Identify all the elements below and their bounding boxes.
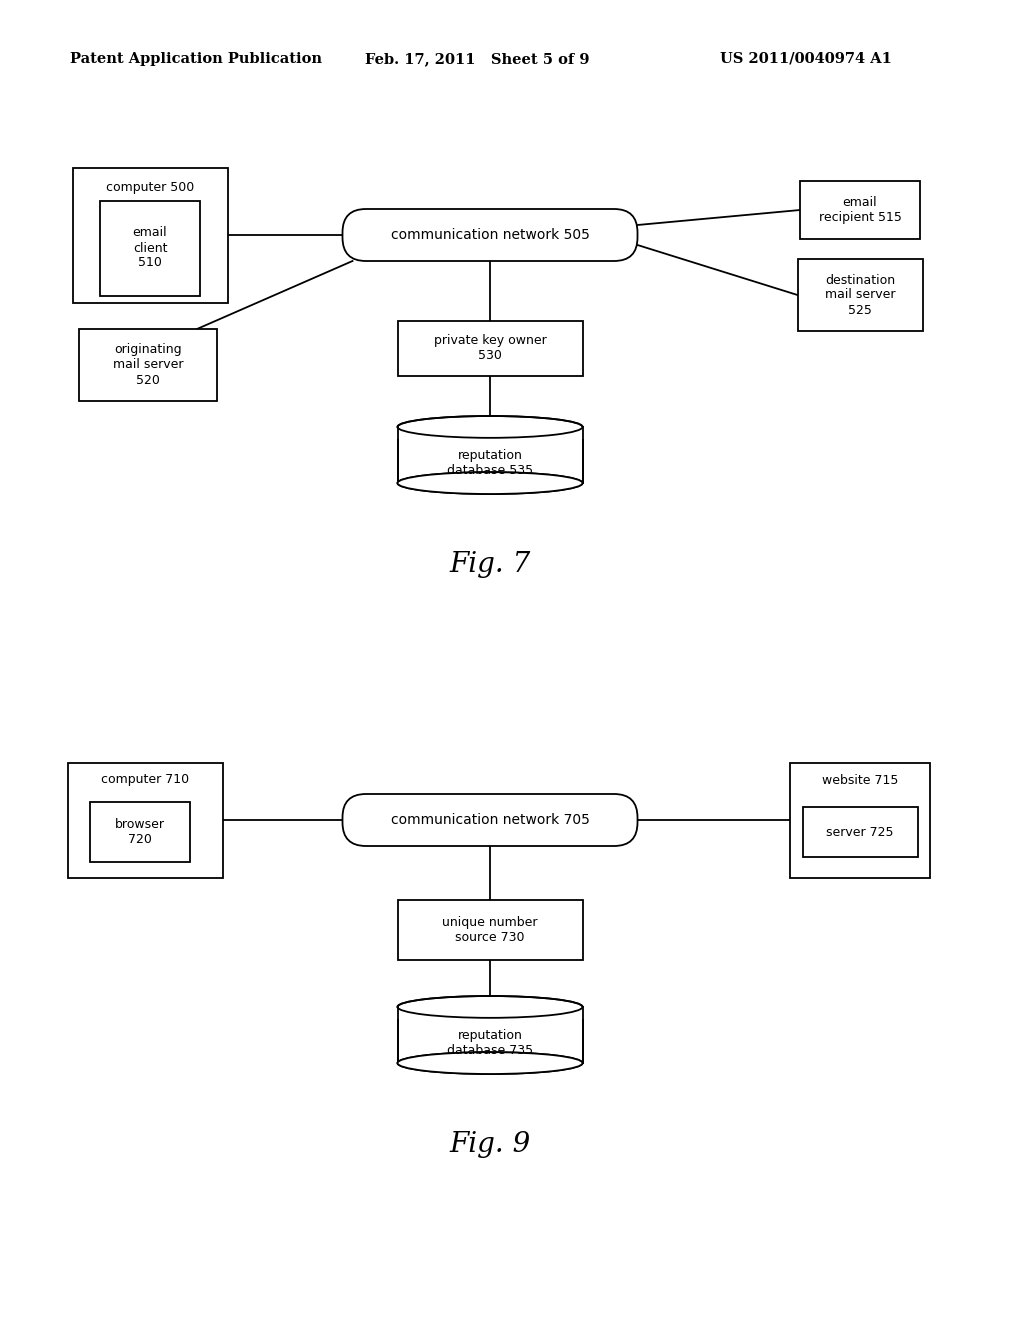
Bar <box>396 426 584 438</box>
Bar <box>790 763 930 878</box>
Ellipse shape <box>397 997 583 1018</box>
Ellipse shape <box>397 416 583 438</box>
Text: reputation
database 535: reputation database 535 <box>446 449 534 477</box>
Text: website 715: website 715 <box>822 774 898 787</box>
Text: email
recipient 515: email recipient 515 <box>818 195 901 224</box>
Ellipse shape <box>397 1052 583 1074</box>
Bar <box>100 201 200 296</box>
Text: private key owner
530: private key owner 530 <box>433 334 547 362</box>
Ellipse shape <box>397 1052 583 1074</box>
Bar <box>798 259 923 331</box>
Text: US 2011/0040974 A1: US 2011/0040974 A1 <box>720 51 892 66</box>
Bar <box>90 803 190 862</box>
Text: unique number
source 730: unique number source 730 <box>442 916 538 944</box>
Text: computer 500: computer 500 <box>105 181 195 194</box>
Bar <box>800 181 920 239</box>
Ellipse shape <box>397 473 583 494</box>
Text: Patent Application Publication: Patent Application Publication <box>70 51 322 66</box>
Text: Fig. 7: Fig. 7 <box>450 552 530 578</box>
Bar <box>397 1007 583 1063</box>
Text: originating
mail server
520: originating mail server 520 <box>113 343 183 387</box>
FancyBboxPatch shape <box>342 795 638 846</box>
Text: browser
720: browser 720 <box>115 818 165 846</box>
FancyBboxPatch shape <box>342 209 638 261</box>
Bar <box>68 763 222 878</box>
Text: communication network 505: communication network 505 <box>390 228 590 242</box>
Bar <box>803 807 918 857</box>
Text: server 725: server 725 <box>826 825 894 838</box>
Bar <box>79 329 217 401</box>
Text: reputation
database 735: reputation database 735 <box>446 1030 534 1057</box>
Bar <box>397 900 583 960</box>
Text: computer 710: computer 710 <box>101 774 189 787</box>
Text: Fig. 9: Fig. 9 <box>450 1131 530 1159</box>
Text: destination
mail server
525: destination mail server 525 <box>824 273 895 317</box>
Bar <box>396 1007 584 1019</box>
Ellipse shape <box>397 473 583 494</box>
Bar <box>397 321 583 375</box>
Bar <box>73 168 227 302</box>
Text: Feb. 17, 2011   Sheet 5 of 9: Feb. 17, 2011 Sheet 5 of 9 <box>365 51 590 66</box>
Text: email
client
510: email client 510 <box>133 227 167 269</box>
Text: communication network 705: communication network 705 <box>390 813 590 828</box>
Bar <box>397 426 583 483</box>
